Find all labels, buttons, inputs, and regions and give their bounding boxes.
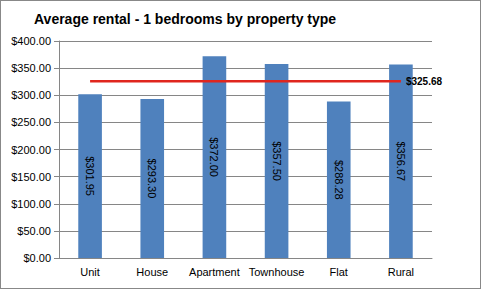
svg-text:Rural: Rural — [388, 266, 414, 278]
svg-text:Average rental - 1 bedrooms by: Average rental - 1 bedrooms by property … — [34, 11, 336, 27]
svg-text:$293.30: $293.30 — [146, 159, 158, 199]
svg-text:$325.68: $325.68 — [406, 76, 443, 87]
svg-text:$356.67: $356.67 — [395, 141, 407, 181]
svg-text:$250.00: $250.00 — [11, 116, 51, 128]
svg-text:$288.28: $288.28 — [333, 160, 345, 200]
svg-text:$100.00: $100.00 — [11, 198, 51, 210]
svg-text:House: House — [136, 266, 168, 278]
svg-text:$357.50: $357.50 — [271, 141, 283, 181]
svg-text:$200.00: $200.00 — [11, 144, 51, 156]
svg-text:Townhouse: Townhouse — [249, 266, 305, 278]
svg-text:$400.00: $400.00 — [11, 35, 51, 47]
svg-text:$372.00: $372.00 — [208, 137, 220, 177]
svg-text:$150.00: $150.00 — [11, 171, 51, 183]
svg-text:$300.00: $300.00 — [11, 89, 51, 101]
svg-text:$0.00: $0.00 — [23, 252, 51, 264]
svg-text:Apartment: Apartment — [189, 266, 240, 278]
svg-text:Flat: Flat — [330, 266, 348, 278]
svg-text:Unit: Unit — [80, 266, 100, 278]
svg-text:$350.00: $350.00 — [11, 62, 51, 74]
svg-text:$301.95: $301.95 — [84, 156, 96, 196]
svg-text:$50.00: $50.00 — [17, 225, 51, 237]
